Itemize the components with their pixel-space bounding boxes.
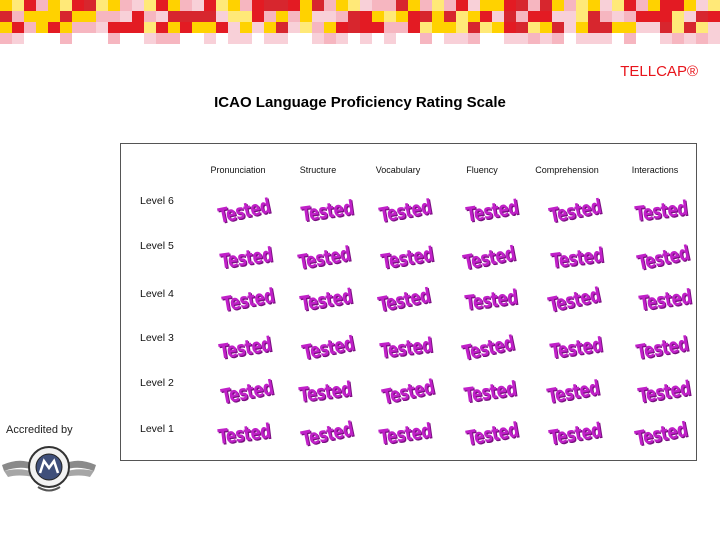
- row-header: Level 2: [140, 377, 174, 389]
- row-header: Level 5: [140, 240, 174, 252]
- page-title: ICAO Language Proficiency Rating Scale: [214, 94, 506, 111]
- column-header: Vocabulary: [375, 165, 421, 175]
- column-header: Comprehension: [535, 165, 599, 175]
- row-header: Level 3: [140, 332, 174, 344]
- row-header: Level 1: [140, 423, 174, 435]
- column-header: Structure: [299, 165, 337, 175]
- header-mosaic-banner: [0, 0, 720, 44]
- accreditation-emblem-icon: [2, 446, 96, 492]
- row-header: Level 4: [140, 288, 174, 300]
- brand-logo-text: TELLCAP®: [620, 63, 698, 80]
- row-header: Level 6: [140, 195, 174, 207]
- column-header: Fluency: [466, 165, 498, 175]
- column-header: Pronunciation: [210, 165, 266, 175]
- rating-table: [120, 143, 697, 461]
- accredited-by-label: Accredited by: [6, 424, 73, 436]
- column-header: Interactions: [631, 165, 679, 175]
